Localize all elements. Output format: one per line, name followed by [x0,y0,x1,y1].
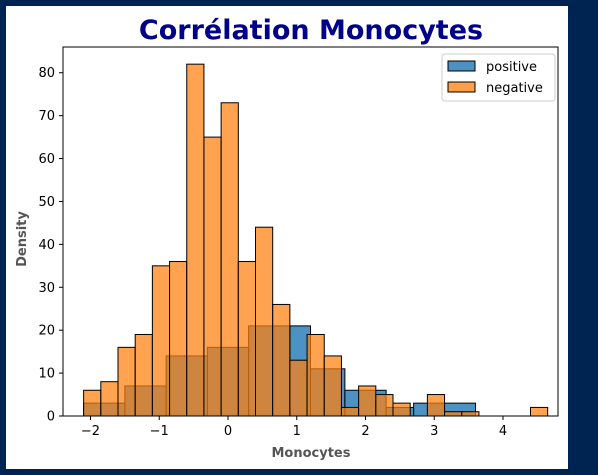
bar-negative-22 [462,412,479,416]
bar-negative-1 [101,382,118,416]
x-tick-label: 1 [293,424,301,439]
x-tick-label: 3 [430,424,438,439]
x-tick-label: 4 [499,424,507,439]
y-tick-label: 50 [38,195,55,210]
y-tick-label: 20 [38,324,55,339]
bar-negative-2 [118,347,135,416]
bar-negative-14 [324,356,341,416]
bar-negative-13 [307,334,324,416]
bar-negative-26 [531,407,548,416]
y-tick-label: 10 [38,367,55,382]
x-tick-label: 0 [224,424,232,439]
legend-label-positive: positive [486,60,537,75]
bar-negative-10 [256,227,273,416]
bar-negative-6 [187,64,204,416]
bar-negative-11 [273,304,290,416]
bar-negative-3 [135,334,152,416]
series-negative-bars [84,64,548,416]
bar-negative-0 [84,390,101,416]
y-tick-label: 0 [47,410,55,425]
bar-negative-8 [221,103,238,416]
bar-negative-21 [445,412,462,416]
y-tick-label: 40 [38,238,55,253]
bar-negative-18 [393,403,410,416]
y-axis-label: Density [15,211,30,267]
bar-negative-17 [376,395,393,416]
bar-negative-12 [290,360,307,416]
legend: positive negative [442,54,555,101]
x-tick-label: −1 [150,424,169,439]
bar-negative-9 [238,262,255,416]
legend-swatch-negative [448,82,475,92]
bar-negative-4 [152,266,169,416]
x-axis-label: Monocytes [271,446,350,461]
y-tick-label: 70 [38,109,55,124]
x-tick-label: 2 [361,424,369,439]
legend-label-negative: negative [486,81,543,96]
bar-negative-5 [170,262,187,416]
chart: Corrélation Monocytes −2 −1 0 1 2 3 4010203040… [6,6,568,469]
bar-negative-20 [427,395,444,416]
figure-frame: Corrélation Monocytes −2 −1 0 1 2 3 4 0 10 20 30 40… [6,6,568,469]
y-tick-label: 80 [38,66,55,81]
x-tick-label: −2 [81,424,100,439]
bar-negative-7 [204,137,221,416]
y-tick-label: 30 [38,281,55,296]
chart-title: Corrélation Monocytes [139,15,483,46]
bar-negative-16 [359,386,376,416]
bar-negative-15 [341,407,358,416]
legend-swatch-positive [448,61,475,71]
y-tick-label: 60 [38,152,55,167]
